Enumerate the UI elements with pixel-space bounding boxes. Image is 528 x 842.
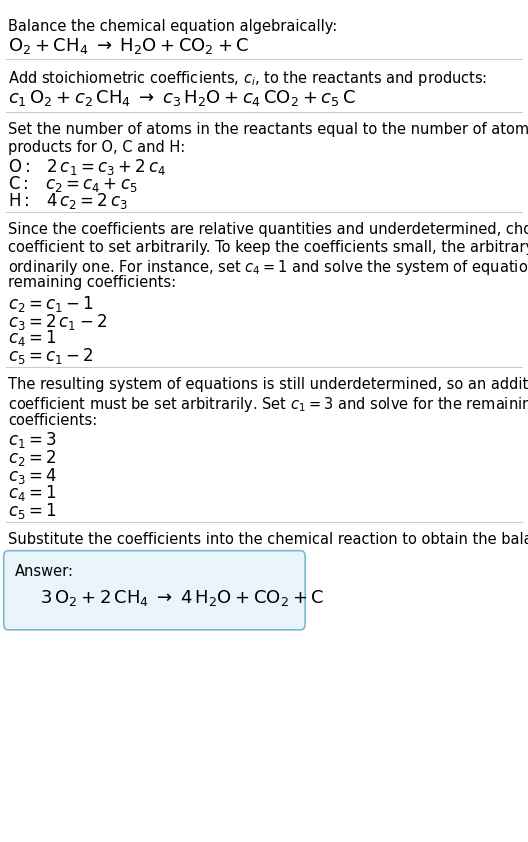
Text: $\mathregular{H}\mathregular{:}\;\;\; 4\, c_2 = 2\, c_3$: $\mathregular{H}\mathregular{:}\;\;\; 4\… <box>8 191 128 211</box>
Text: $\mathregular{C}\mathregular{:}\;\;\; c_2 = c_4 + c_5$: $\mathregular{C}\mathregular{:}\;\;\; c_… <box>8 174 137 195</box>
Text: $c_2 = c_1 - 1$: $c_2 = c_1 - 1$ <box>8 294 94 314</box>
Text: Answer:: Answer: <box>15 564 74 579</box>
FancyBboxPatch shape <box>4 551 305 630</box>
Text: The resulting system of equations is still underdetermined, so an additional: The resulting system of equations is sti… <box>8 377 528 392</box>
Text: $c_5 = c_1 - 2$: $c_5 = c_1 - 2$ <box>8 346 94 366</box>
Text: ordinarily one. For instance, set $c_4 = 1$ and solve the system of equations fo: ordinarily one. For instance, set $c_4 =… <box>8 258 528 277</box>
Text: $c_4 = 1$: $c_4 = 1$ <box>8 483 56 504</box>
Text: coefficients:: coefficients: <box>8 413 97 428</box>
Text: Balance the chemical equation algebraically:: Balance the chemical equation algebraica… <box>8 19 337 34</box>
Text: $c_5 = 1$: $c_5 = 1$ <box>8 501 56 521</box>
Text: $3\, \mathregular{O_2} + 2\, \mathregular{CH_4} \;\rightarrow\; 4\, \mathregular: $3\, \mathregular{O_2} + 2\, \mathregula… <box>40 588 324 608</box>
Text: equation:: equation: <box>8 550 78 565</box>
Text: Set the number of atoms in the reactants equal to the number of atoms in the: Set the number of atoms in the reactants… <box>8 122 528 137</box>
Text: coefficient to set arbitrarily. To keep the coefficients small, the arbitrary va: coefficient to set arbitrarily. To keep … <box>8 240 528 255</box>
Text: remaining coefficients:: remaining coefficients: <box>8 275 176 290</box>
Text: $c_4 = 1$: $c_4 = 1$ <box>8 328 56 349</box>
Text: $\mathregular{O_2 + CH_4 \;\rightarrow\; H_2O + CO_2 + C}$: $\mathregular{O_2 + CH_4 \;\rightarrow\;… <box>8 36 249 56</box>
Text: $\mathregular{O}\mathregular{:}\;\;\; 2\, c_1 = c_3 + 2\, c_4$: $\mathregular{O}\mathregular{:}\;\;\; 2\… <box>8 157 166 178</box>
Text: Add stoichiometric coefficients, $c_i$, to the reactants and products:: Add stoichiometric coefficients, $c_i$, … <box>8 69 487 88</box>
Text: $c_1\, \mathregular{O_2} + c_2\, \mathregular{CH_4} \;\rightarrow\; c_3\, \mathr: $c_1\, \mathregular{O_2} + c_2\, \mathre… <box>8 88 356 108</box>
Text: Since the coefficients are relative quantities and underdetermined, choose a: Since the coefficients are relative quan… <box>8 222 528 237</box>
Text: coefficient must be set arbitrarily. Set $c_1 = 3$ and solve for the remaining: coefficient must be set arbitrarily. Set… <box>8 395 528 414</box>
Text: $c_1 = 3$: $c_1 = 3$ <box>8 430 56 450</box>
Text: products for O, C and H:: products for O, C and H: <box>8 140 185 155</box>
Text: $c_2 = 2$: $c_2 = 2$ <box>8 448 56 468</box>
Text: $c_3 = 2\, c_1 - 2$: $c_3 = 2\, c_1 - 2$ <box>8 312 107 332</box>
Text: Substitute the coefficients into the chemical reaction to obtain the balanced: Substitute the coefficients into the che… <box>8 532 528 547</box>
Text: $c_3 = 4$: $c_3 = 4$ <box>8 466 57 486</box>
